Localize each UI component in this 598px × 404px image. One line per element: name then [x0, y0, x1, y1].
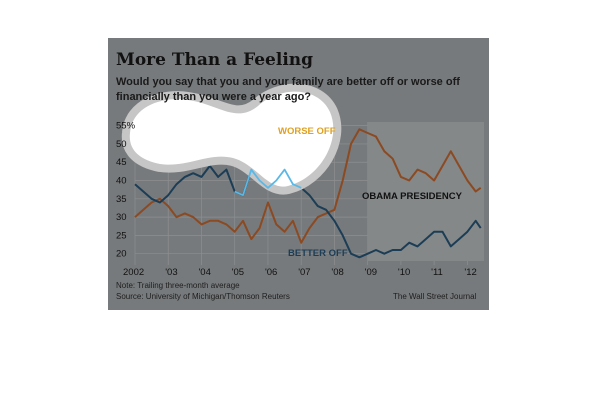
- line-chart: 55% 50 45 40 35 30 25 20 2002 '03 '04 '05 '06 '07 '08 '…: [116, 83, 484, 278]
- obama-presidency-label: OBAMA PRESIDENCY: [362, 191, 463, 202]
- y-tick-label: 25: [116, 230, 127, 241]
- subtitle-line-2: financially than you were a year ago?: [116, 91, 312, 103]
- y-tick-label: 50: [116, 139, 127, 150]
- chart-card: 55% 50 45 40 35 30 25 20 2002 '03 '04 '05 '06 '07 '08 '…: [108, 38, 489, 310]
- better-off-highlight-segment: [234, 168, 302, 197]
- white-blob-overlay: [121, 83, 342, 197]
- subtitle-line-1: Would you say that you and your family a…: [116, 76, 460, 88]
- labels: 55% 50 45 40 35 30 25 20 2002 '03 '04 '05 '06 '07 '08 '…: [116, 121, 477, 278]
- y-tick-label: 55%: [116, 121, 136, 132]
- series-better-off: [134, 164, 482, 259]
- y-tick-label: 35: [116, 194, 127, 205]
- chart-note: Note: Trailing three-month average: [116, 281, 240, 290]
- y-tick-label: 30: [116, 212, 127, 223]
- y-tick-label: 20: [116, 249, 127, 260]
- worse-off-label: WORSE OFF: [278, 126, 336, 137]
- publisher-credit: The Wall Street Journal: [393, 292, 477, 301]
- x-tick-label: '06: [265, 267, 277, 278]
- x-tick-label: '05: [232, 267, 244, 278]
- series-worse-off: [134, 128, 482, 244]
- better-off-label: BETTER OFF: [288, 248, 348, 259]
- x-tick-label: '03: [165, 267, 177, 278]
- x-tick-label: '09: [365, 267, 377, 278]
- x-tick-label: '11: [431, 267, 443, 278]
- x-tick-label: 2002: [123, 267, 144, 278]
- x-tick-label: '10: [398, 267, 410, 278]
- x-tick-label: '08: [331, 267, 343, 278]
- blob: [129, 91, 334, 187]
- chart-title: More Than a Feeling: [116, 50, 314, 70]
- x-tick-label: '12: [464, 267, 476, 278]
- x-tick-label: '04: [198, 267, 210, 278]
- y-tick-label: 45: [116, 157, 127, 168]
- series-layer: [134, 128, 482, 259]
- chart-source: Source: University of Michigan/Thomson R…: [116, 292, 290, 301]
- y-tick-label: 40: [116, 176, 127, 187]
- x-tick-label: '07: [298, 267, 310, 278]
